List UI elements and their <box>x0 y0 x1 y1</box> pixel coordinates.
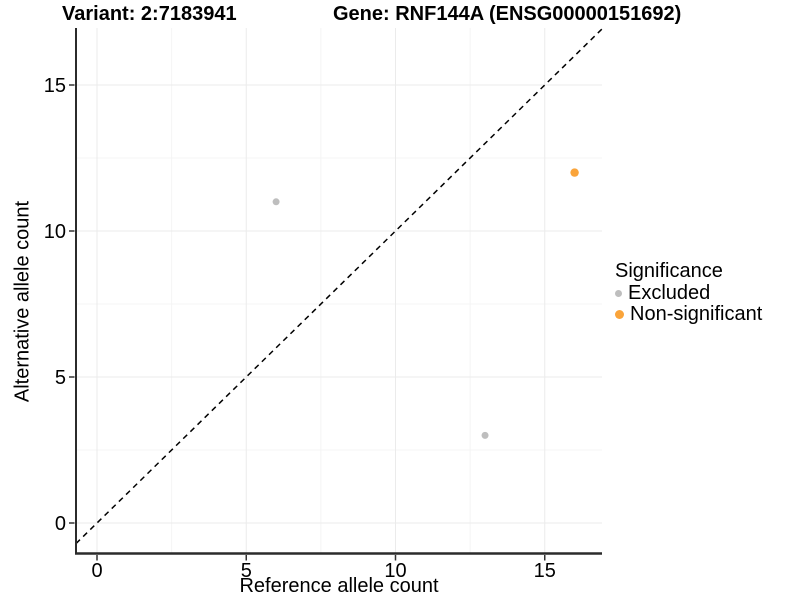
excluded-point-icon <box>615 290 622 297</box>
identity-line <box>75 28 603 545</box>
y-tick-label: 0 <box>55 513 66 535</box>
x-tick-label: 15 <box>534 560 556 582</box>
legend-title: Significance <box>615 260 723 282</box>
legend-item-excluded: Excluded <box>615 283 762 304</box>
x-tick-label: 5 <box>241 560 252 582</box>
data-point-excluded <box>481 431 489 439</box>
legend-item-label: Non-significant <box>630 303 763 325</box>
y-tick-label: 15 <box>44 75 66 97</box>
x-tick-label: 0 <box>91 560 102 582</box>
data-point-excluded <box>272 198 280 206</box>
legend: Significance Excluded Non-significant <box>615 260 762 325</box>
x-tick-label: 10 <box>384 560 406 582</box>
x-axis-title: Reference allele count <box>239 575 439 597</box>
y-tick-label: 5 <box>55 367 66 389</box>
plot-title-variant: Variant: 2:7183941 <box>62 3 237 25</box>
legend-item-non-significant: Non-significant <box>615 304 762 325</box>
data-point-non-significant <box>570 168 579 177</box>
plot-title-gene: Gene: RNF144A (ENSG00000151692) <box>333 3 682 25</box>
y-tick-label: 10 <box>44 221 66 243</box>
legend-item-label: Excluded <box>628 282 711 304</box>
non-significant-point-icon <box>615 310 624 319</box>
y-axis-title: Alternative allele count <box>11 200 34 403</box>
